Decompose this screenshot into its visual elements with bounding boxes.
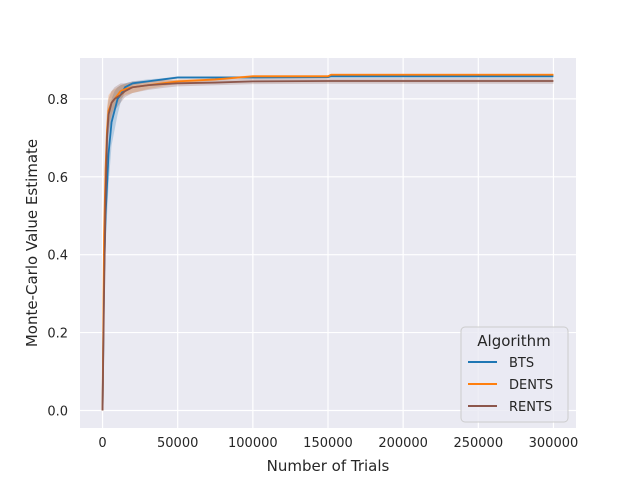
x-tick-label: 200000	[378, 436, 428, 451]
y-axis-title: Monte-Carlo Value Estimate	[23, 139, 41, 347]
legend-items: BTS DENTS RENTS	[468, 356, 553, 415]
x-axis-title: Number of Trials	[267, 457, 390, 475]
line-bts	[101, 75, 554, 411]
legend-box	[460, 326, 569, 423]
legend-label-dents: DENTS	[509, 378, 553, 393]
legend: Algorithm BTS DENTS RENTS	[460, 326, 569, 423]
x-tick-label: 250000	[453, 436, 503, 451]
x-tick-labels: 0 50000 100000 150000 200000 250000 300000	[98, 436, 578, 451]
x-tick-label: 300000	[529, 436, 579, 451]
line-rents	[101, 80, 554, 411]
grid	[80, 58, 576, 428]
x-tick-label: 100000	[228, 436, 278, 451]
x-tick-label: 0	[98, 436, 106, 451]
y-tick-label: 0.4	[47, 249, 68, 264]
series-lines	[101, 73, 554, 411]
x-tick-label: 150000	[303, 436, 353, 451]
legend-label-bts: BTS	[509, 356, 534, 371]
legend-label-rents: RENTS	[509, 400, 552, 415]
y-tick-label: 0.8	[47, 93, 68, 108]
y-tick-label: 0.0	[47, 404, 68, 419]
legend-title: Algorithm	[477, 332, 550, 350]
x-tick-label: 50000	[157, 436, 198, 451]
y-tick-label: 0.6	[47, 171, 68, 186]
y-tick-label: 0.2	[47, 327, 68, 342]
y-tick-labels: 0.0 0.2 0.4 0.6 0.8	[47, 93, 68, 420]
